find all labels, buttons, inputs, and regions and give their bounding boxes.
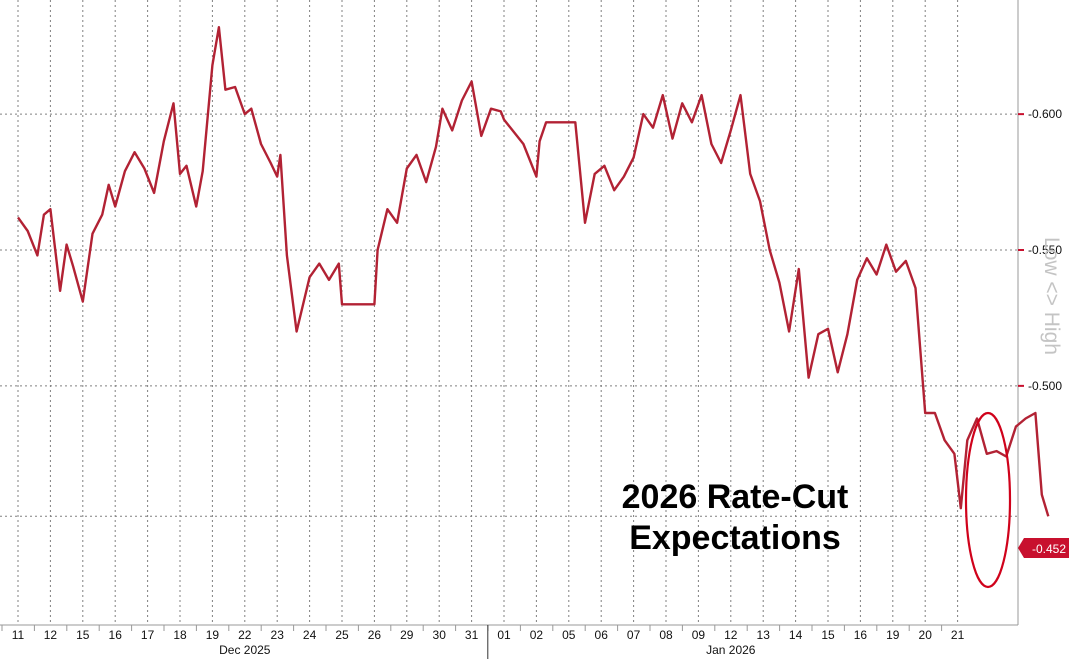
- x-tick-label: 19: [206, 628, 220, 642]
- x-tick-label: 08: [659, 628, 673, 642]
- x-tick-label: 29: [400, 628, 414, 642]
- x-tick-label: 02: [530, 628, 544, 642]
- month-label-jan-2026: Jan 2026: [706, 643, 756, 657]
- x-tick-label: 30: [433, 628, 447, 642]
- y-axis-label: Low <> High: [1040, 237, 1063, 355]
- grid-layer: [0, 0, 1018, 625]
- x-tick-layer: 11 12 15 16 17 18 19 22 23 24 25 26 29 30 31 01 02 05 06 07…: [1, 625, 965, 659]
- series-layer: [17, 26, 1050, 517]
- y-tick-layer: -0.600 -0.550 -0.500: [1018, 107, 1062, 393]
- y-tick-label: -0.600: [1028, 107, 1062, 121]
- annotation-line-2: Expectations: [629, 519, 841, 557]
- axes-layer: [0, 0, 1019, 626]
- highlight-circle: [964, 411, 1012, 589]
- x-tick-label: 15: [821, 628, 835, 642]
- last-value-box: [1018, 538, 1069, 558]
- x-tick-label: 09: [692, 628, 706, 642]
- x-tick-label: 24: [303, 628, 317, 642]
- x-tick-label: 26: [368, 628, 382, 642]
- last-value-label: -0.452: [1018, 538, 1069, 558]
- x-tick-label: 31: [465, 628, 479, 642]
- y-tick-label: -0.550: [1028, 243, 1062, 257]
- x-tick-label: 12: [44, 628, 58, 642]
- x-tick-label: 14: [789, 628, 803, 642]
- x-tick-label: 22: [238, 628, 252, 642]
- x-tick-label: 23: [271, 628, 285, 642]
- x-tick-label: 15: [76, 628, 90, 642]
- x-tick-label: 17: [141, 628, 155, 642]
- month-label-dec-2025: Dec 2025: [219, 643, 271, 657]
- x-tick-label: 19: [886, 628, 900, 642]
- x-tick-label: 07: [627, 628, 641, 642]
- y-tick-label: -0.500: [1028, 379, 1062, 393]
- x-tick-label: 18: [173, 628, 187, 642]
- x-tick-label: 01: [497, 628, 511, 642]
- x-tick-label: 06: [595, 628, 609, 642]
- x-tick-label: 25: [335, 628, 349, 642]
- x-tick-label: 16: [109, 628, 123, 642]
- x-tick-label: 12: [724, 628, 738, 642]
- x-tick-label: 20: [919, 628, 933, 642]
- x-tick-label: 13: [757, 628, 771, 642]
- x-tick-label: 11: [12, 628, 25, 642]
- annotation: 2026 Rate-Cut Expectations: [622, 478, 849, 557]
- x-tick-label: 21: [951, 628, 965, 642]
- x-tick-label: 05: [562, 628, 576, 642]
- annotation-line-1: 2026 Rate-Cut: [622, 478, 849, 516]
- last-value-text: -0.452: [1032, 542, 1066, 556]
- series-line-rate-cut-expectations: [17, 26, 1050, 517]
- x-tick-label: 16: [854, 628, 868, 642]
